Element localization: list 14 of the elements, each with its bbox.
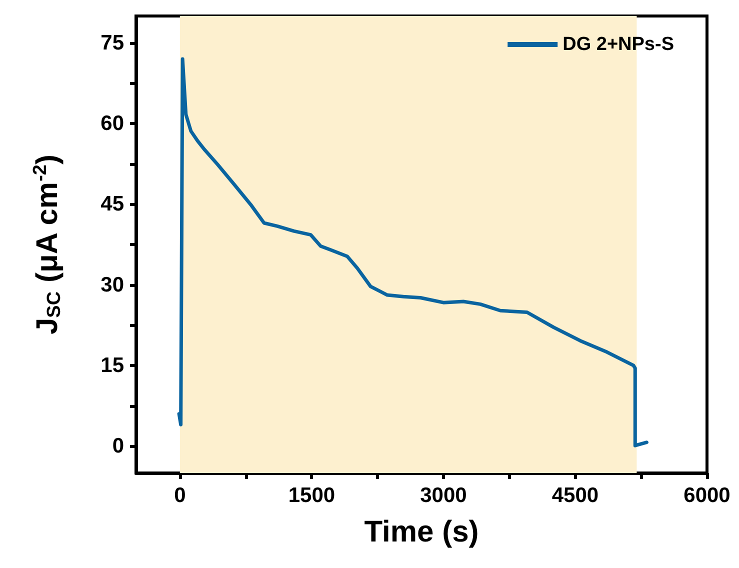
y-tick-label: 60 (100, 112, 124, 136)
y-axis-title: JSC (μA cm-2) (30, 154, 65, 334)
x-tick-label: 4500 (552, 484, 599, 507)
y-tick-label: 15 (100, 354, 124, 377)
y-tick-label: 75 (100, 31, 124, 54)
x-axis-title: Time (s) (364, 516, 479, 548)
y-tick-label: 30 (100, 273, 124, 296)
legend-label: DG 2+NPs-S (562, 34, 674, 55)
x-tick-label: 0 (174, 484, 186, 507)
x-tick-label: 1500 (288, 484, 336, 507)
x-tick-label: 6000 (684, 484, 730, 507)
x-tick-label: 3000 (420, 484, 467, 507)
y-tick-label: 45 (100, 192, 124, 216)
y-tick-label: 0 (112, 434, 124, 458)
